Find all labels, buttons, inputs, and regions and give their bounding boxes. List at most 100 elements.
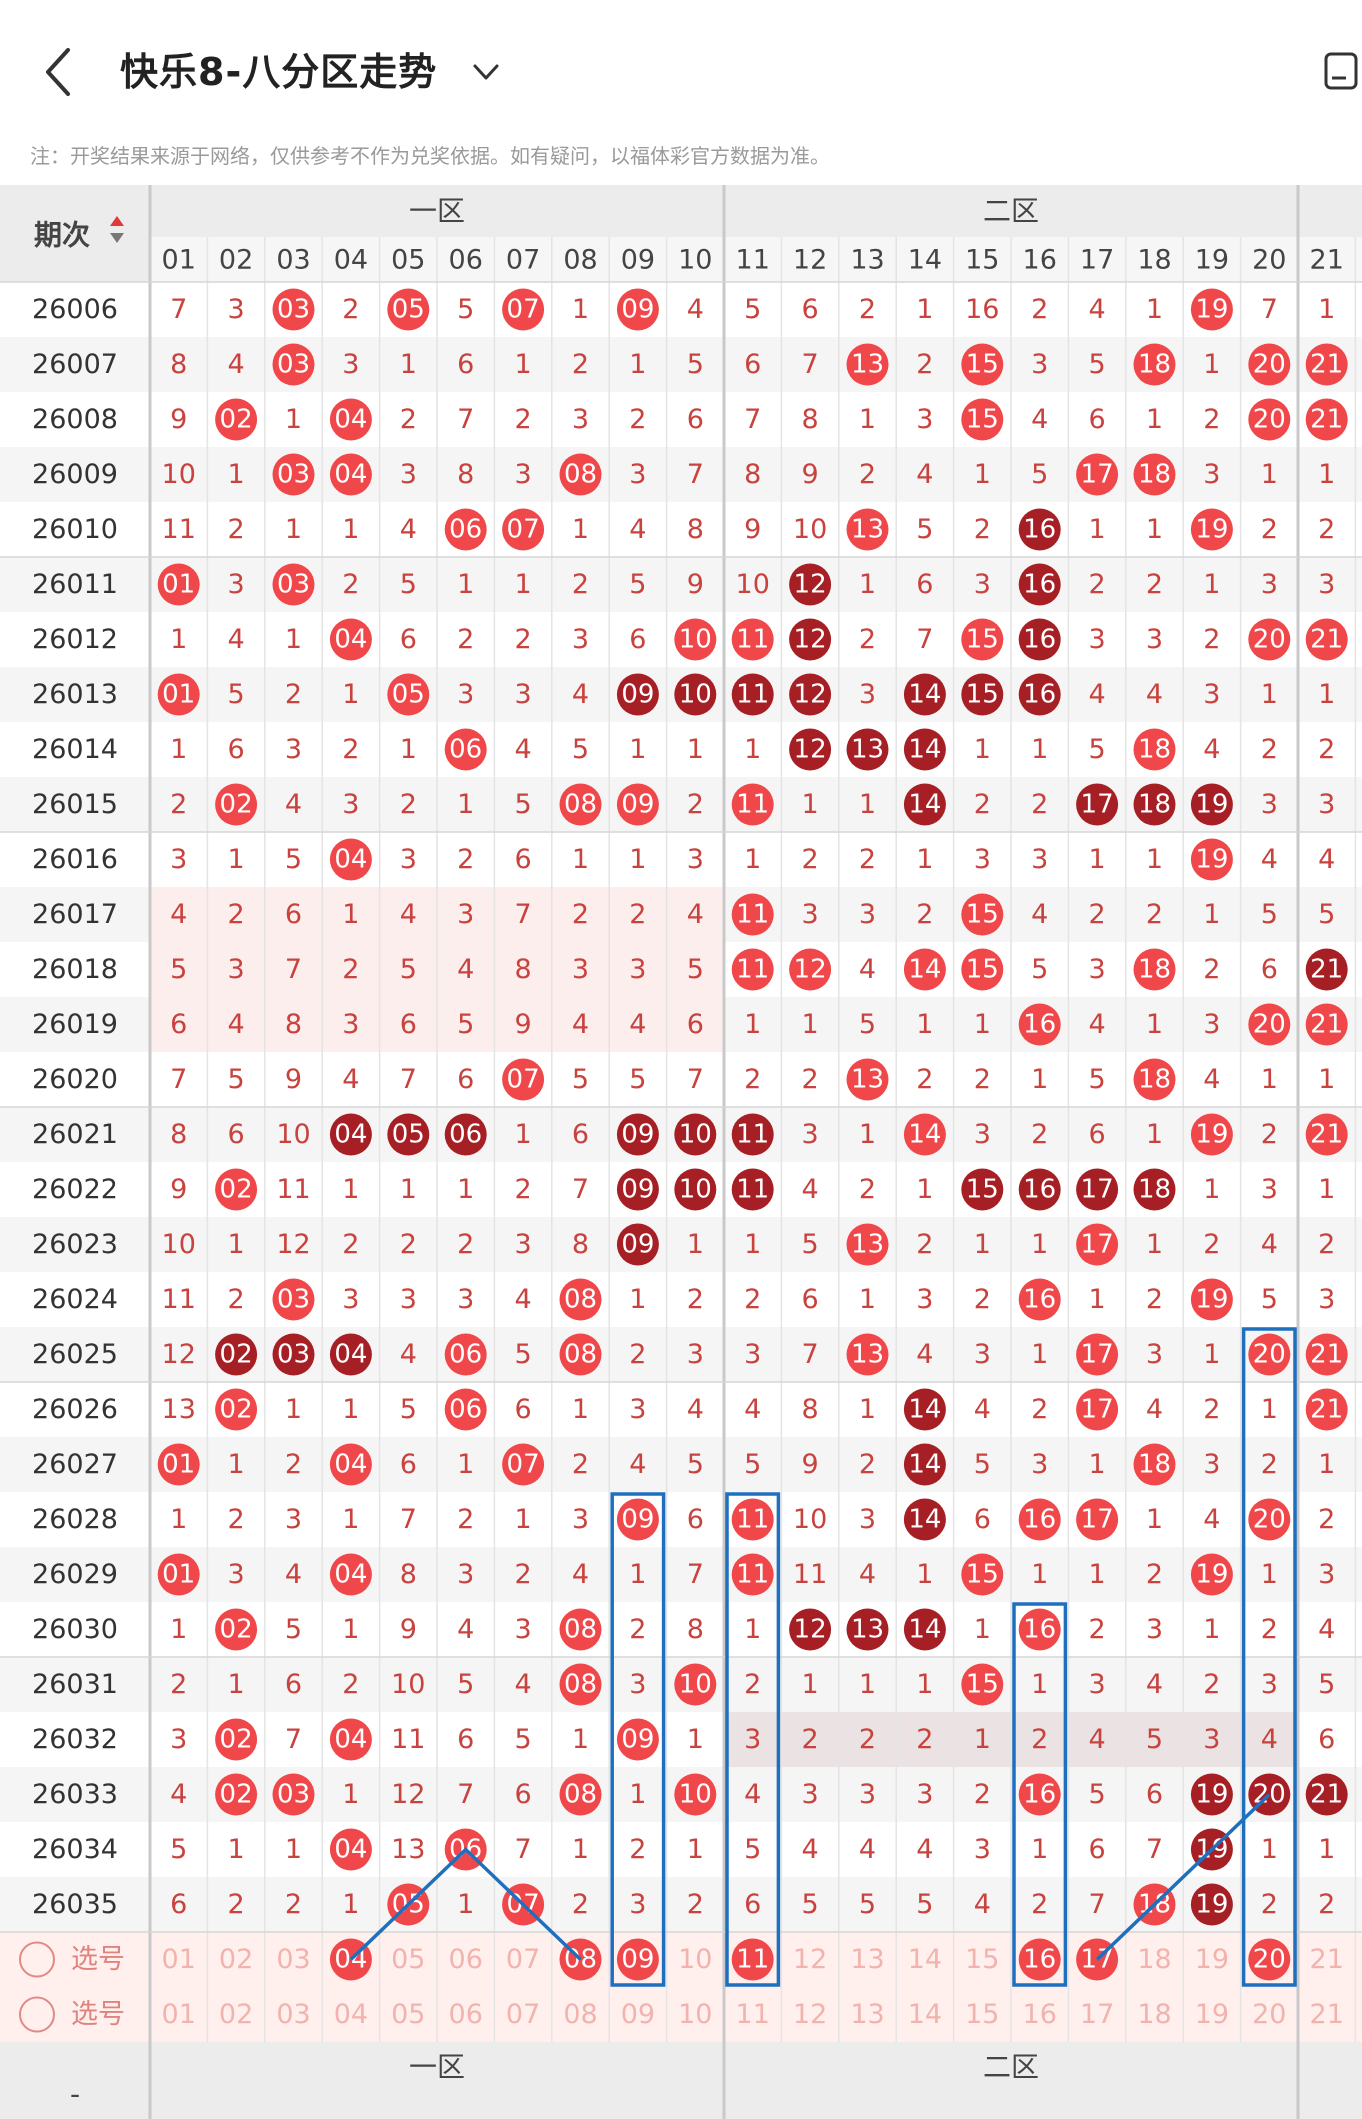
highlight-box bbox=[1012, 1602, 1068, 1987]
selectable-number[interactable]: 19 bbox=[1195, 1999, 1229, 2030]
selectable-number[interactable]: 07 bbox=[506, 1944, 540, 1975]
column-header-12: 12 bbox=[793, 245, 827, 276]
miss-count: 1 bbox=[515, 349, 532, 380]
miss-count: 1 bbox=[342, 679, 359, 710]
miss-count: 2 bbox=[342, 734, 359, 765]
miss-count: 3 bbox=[629, 1889, 646, 1920]
miss-count: 12 bbox=[276, 1229, 310, 1260]
miss-count: 7 bbox=[687, 1559, 704, 1590]
drawn-ball bbox=[444, 1388, 487, 1431]
miss-count: 2 bbox=[572, 349, 589, 380]
card-icon[interactable] bbox=[1322, 50, 1362, 92]
miss-count: 7 bbox=[572, 1174, 589, 1205]
selectable-number[interactable]: 11 bbox=[736, 1999, 770, 2030]
drawn-number: 20 bbox=[1253, 1340, 1286, 1370]
miss-count: 1 bbox=[1318, 459, 1335, 490]
drawn-number: 08 bbox=[564, 1670, 597, 1700]
selectable-number[interactable]: 15 bbox=[965, 1944, 999, 1975]
miss-count: 5 bbox=[802, 1889, 819, 1920]
miss-count: 1 bbox=[859, 1669, 876, 1700]
drawn-ball bbox=[674, 1113, 717, 1156]
radio-circle-icon[interactable] bbox=[19, 1996, 55, 2033]
selectable-number[interactable]: 18 bbox=[1137, 1944, 1171, 1975]
selectable-number[interactable]: 12 bbox=[793, 1944, 827, 1975]
miss-count: 1 bbox=[1031, 1559, 1048, 1590]
drawn-ball bbox=[1305, 1003, 1348, 1046]
selectable-number[interactable]: 21 bbox=[1310, 1944, 1344, 1975]
miss-count: 1 bbox=[916, 294, 933, 325]
selectable-number[interactable]: 15 bbox=[965, 1999, 999, 2030]
selectable-number[interactable]: 05 bbox=[391, 1944, 425, 1975]
drawn-ball bbox=[157, 1553, 200, 1596]
selectable-number[interactable]: 06 bbox=[449, 1944, 483, 1975]
drawn-number: 06 bbox=[449, 735, 482, 765]
miss-count: 5 bbox=[744, 1834, 761, 1865]
selectable-number[interactable]: 16 bbox=[1023, 1999, 1057, 2030]
drawn-number: 19 bbox=[1195, 1560, 1228, 1590]
drawn-ball bbox=[674, 1168, 717, 1211]
selectable-number[interactable]: 19 bbox=[1195, 1944, 1229, 1975]
selectable-number[interactable]: 08 bbox=[563, 1999, 597, 2030]
selected-ball[interactable] bbox=[1248, 1938, 1291, 1981]
page-title[interactable]: 快乐8-八分区走势 bbox=[120, 50, 438, 94]
miss-count: 6 bbox=[1089, 1834, 1106, 1865]
miss-count: 5 bbox=[515, 1339, 532, 1370]
selectable-number[interactable]: 12 bbox=[793, 1999, 827, 2030]
selectable-number[interactable]: 03 bbox=[276, 1944, 310, 1975]
radio-circle-icon[interactable] bbox=[19, 1941, 55, 1978]
select-row[interactable] bbox=[19, 1996, 55, 2033]
miss-count: 1 bbox=[629, 1779, 646, 1810]
select-row[interactable] bbox=[19, 1941, 55, 1978]
selectable-number[interactable]: 13 bbox=[850, 1944, 884, 1975]
miss-count: 1 bbox=[916, 1009, 933, 1040]
selectable-number[interactable]: 13 bbox=[850, 1999, 884, 2030]
selectable-number[interactable]: 02 bbox=[219, 1999, 253, 2030]
selectable-number[interactable]: 21 bbox=[1310, 1999, 1344, 2030]
period-cell: 26011 bbox=[32, 569, 118, 600]
footer-period: - bbox=[70, 2078, 80, 2111]
selectable-number[interactable]: 01 bbox=[162, 1999, 196, 2030]
selectable-number[interactable]: 05 bbox=[391, 1999, 425, 2030]
drawn-ball bbox=[1018, 1168, 1061, 1211]
selected-ball[interactable] bbox=[1018, 1938, 1061, 1981]
drawn-number: 14 bbox=[908, 1615, 941, 1645]
drawn-number: 15 bbox=[966, 955, 999, 985]
drawn-ball bbox=[1018, 563, 1061, 606]
sort-down-icon[interactable] bbox=[110, 233, 124, 243]
miss-count: 4 bbox=[400, 1339, 417, 1370]
sort-up-icon[interactable] bbox=[110, 216, 124, 226]
drawn-ball bbox=[1018, 508, 1061, 551]
period-header-label[interactable]: 期次 bbox=[34, 219, 90, 252]
miss-count: 4 bbox=[170, 1779, 187, 1810]
selectable-number[interactable]: 09 bbox=[621, 1999, 655, 2030]
selectable-number[interactable]: 04 bbox=[334, 1999, 368, 2030]
selectable-number[interactable]: 03 bbox=[276, 1999, 310, 2030]
selectable-number[interactable]: 18 bbox=[1137, 1999, 1171, 2030]
selectable-number[interactable]: 07 bbox=[506, 1999, 540, 2030]
selectable-number[interactable]: 01 bbox=[162, 1944, 196, 1975]
period-cell: 26020 bbox=[32, 1064, 118, 1095]
chevron-down-icon[interactable] bbox=[470, 56, 502, 88]
selectable-number[interactable]: 10 bbox=[678, 1999, 712, 2030]
selectable-number[interactable]: 17 bbox=[1080, 1999, 1114, 2030]
column-header-02: 02 bbox=[219, 245, 253, 276]
selected-ball[interactable] bbox=[731, 1938, 774, 1981]
miss-count: 1 bbox=[228, 844, 245, 875]
back-button[interactable] bbox=[38, 42, 88, 102]
selectable-number[interactable]: 10 bbox=[678, 1944, 712, 1975]
miss-count: 3 bbox=[572, 954, 589, 985]
selectable-number[interactable]: 06 bbox=[449, 1999, 483, 2030]
miss-count: 1 bbox=[572, 1834, 589, 1865]
selectable-number[interactable]: 20 bbox=[1252, 1999, 1286, 2030]
miss-count: 1 bbox=[687, 1834, 704, 1865]
drawn-number: 03 bbox=[277, 1285, 310, 1315]
miss-count: 1 bbox=[1203, 1339, 1220, 1370]
drawn-number: 19 bbox=[1195, 845, 1228, 875]
selectable-number[interactable]: 02 bbox=[219, 1944, 253, 1975]
miss-count: 1 bbox=[859, 789, 876, 820]
selectable-number[interactable]: 14 bbox=[908, 1999, 942, 2030]
drawn-number: 14 bbox=[908, 1505, 941, 1535]
selectable-number[interactable]: 14 bbox=[908, 1944, 942, 1975]
selected-ball[interactable] bbox=[616, 1938, 659, 1981]
column-header-05: 05 bbox=[391, 245, 425, 276]
